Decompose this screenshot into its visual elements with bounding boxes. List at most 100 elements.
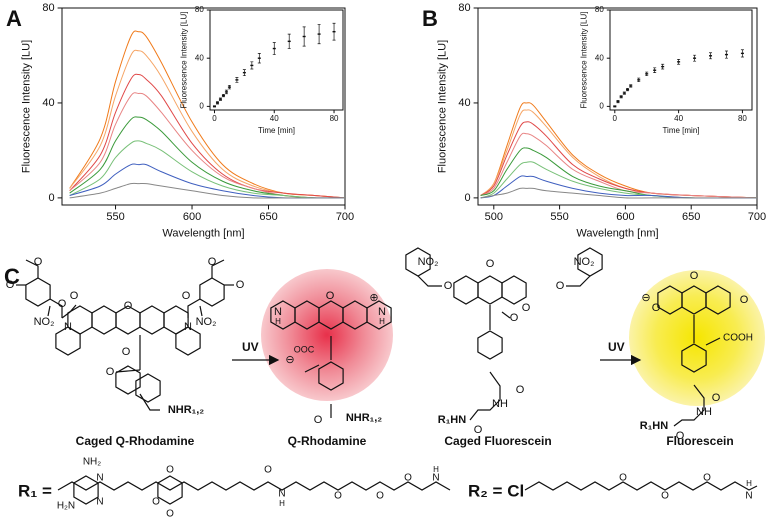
atom: NH: [696, 406, 712, 418]
y-axis-label: Fluorescence Intensity [LU]: [580, 12, 589, 109]
r-atoms: NH₂ N H₂N N O O O O N H O O O N H O O O …: [57, 457, 753, 520]
atom: N: [378, 306, 386, 318]
panel-label: C: [4, 264, 20, 289]
atom: NHR₁,₂: [346, 412, 382, 424]
atom: O: [34, 256, 43, 268]
ring: [73, 475, 99, 505]
data-point: [740, 52, 744, 55]
ring: [91, 305, 117, 335]
data-point: [693, 57, 697, 59]
data-point: [613, 105, 617, 108]
atom: O: [516, 384, 525, 396]
glow: [261, 269, 393, 401]
data-point: [661, 65, 665, 68]
inset-chart: 0 40 80 0 40 80 Time [min] Fluorescence Intensi…: [180, 5, 344, 135]
uv-label: UV: [242, 340, 259, 354]
names: Caged Q-Rhodamine Q-Rhodamine Caged Fluo…: [76, 434, 734, 448]
data-point: [645, 73, 649, 75]
data-point: [724, 53, 728, 56]
atom: O: [474, 424, 483, 436]
ring: [405, 247, 431, 277]
data-point: [221, 94, 225, 97]
atom: NO₂: [196, 316, 217, 328]
spectrum-line: [69, 140, 346, 199]
data-point: [218, 98, 222, 100]
data-point: [653, 69, 657, 71]
atom: O: [208, 256, 217, 268]
rings: [25, 247, 731, 505]
atom: NO₂: [574, 256, 595, 268]
panel-label: A: [6, 6, 22, 31]
x-tick-label: 600: [183, 211, 201, 223]
atom: O: [404, 473, 412, 484]
y-tick-label: 80: [595, 5, 604, 14]
atom: N: [96, 473, 103, 484]
atom: O: [58, 298, 67, 310]
atom: O: [486, 258, 495, 270]
spectrum-line: [69, 182, 345, 199]
atom: ⊕: [369, 292, 378, 304]
x-tick-label: 550: [550, 211, 568, 223]
x-tick-label: 40: [270, 114, 279, 123]
data-point: [287, 40, 291, 43]
atom: H: [275, 317, 281, 326]
ring: [366, 300, 392, 330]
atom: O: [264, 465, 272, 476]
atom: H₂N: [57, 501, 75, 512]
panel-label: B: [422, 6, 438, 31]
atom: O: [510, 312, 519, 324]
atom: O: [376, 491, 384, 502]
spectrum-line: [480, 175, 758, 199]
x-tick-label: 650: [259, 211, 277, 223]
y-tick-label: 0: [48, 192, 54, 204]
bonds: [16, 259, 758, 491]
x-tick-label: 700: [336, 211, 354, 223]
ring: [135, 373, 161, 403]
x-tick-label: 80: [738, 114, 747, 123]
atom: N: [274, 306, 282, 318]
data-point: [317, 33, 321, 35]
x-tick-label: 500: [485, 211, 503, 223]
atom: O: [166, 465, 174, 476]
y-tick-label: 0: [599, 101, 604, 110]
atom: NO₂: [34, 316, 55, 328]
y-tick-label: 40: [595, 53, 604, 62]
data-point: [257, 57, 261, 59]
data-point: [224, 91, 228, 93]
x-tick-label: 0: [613, 114, 618, 123]
data-point: [227, 86, 231, 88]
data-point: [637, 79, 641, 81]
data-point: [235, 79, 239, 81]
atom: NHR₁,₂: [168, 404, 204, 416]
data-point: [616, 100, 620, 103]
panel-c: C UV UV Caged Q-Rhodamine Q-Rhodamine Ca…: [4, 247, 765, 520]
r-label: R₁ =: [18, 481, 52, 500]
atom: N: [745, 491, 752, 502]
y-tick-label: 0: [199, 101, 204, 110]
atom: COOH: [723, 333, 753, 344]
spectrum-line: [69, 73, 346, 199]
y-tick-label: 80: [458, 2, 470, 14]
atom: R₁HN: [438, 414, 466, 426]
atom: O: [166, 509, 174, 520]
atom: O: [522, 302, 531, 314]
ring: [157, 475, 183, 505]
data-point: [215, 102, 219, 104]
y-tick-label: 40: [42, 97, 54, 109]
x-tick-label: 80: [330, 114, 339, 123]
atom: H: [279, 499, 285, 508]
data-point: [619, 96, 623, 98]
ring: [139, 305, 165, 335]
x-tick-label: 0: [212, 114, 217, 123]
atom: O: [314, 414, 323, 426]
atom: N: [64, 321, 72, 333]
x-tick-label: 700: [748, 211, 766, 223]
data-point: [709, 55, 713, 57]
atom: N: [184, 321, 192, 333]
atom: O: [182, 290, 191, 302]
data-point: [622, 92, 626, 94]
x-axis-label: Wavelength [nm]: [162, 228, 244, 240]
compound-name: Q-Rhodamine: [288, 434, 367, 448]
plot-frame: [609, 9, 753, 111]
atom: O: [676, 430, 685, 442]
